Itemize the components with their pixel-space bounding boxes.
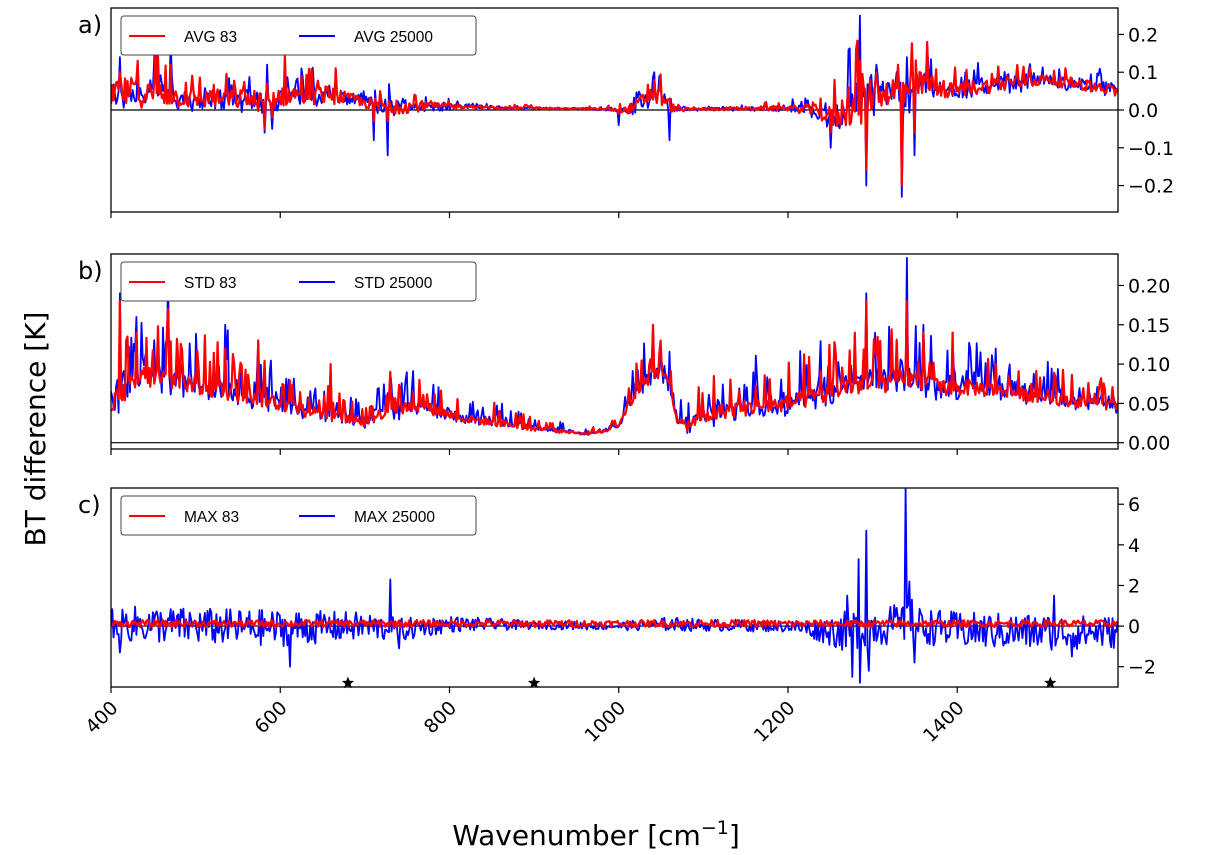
y-tick-label: −2 [1128, 657, 1156, 679]
x-axis-title-main: Wavenumber [cm [452, 819, 701, 852]
panel-label: c) [78, 491, 101, 519]
panel-label: a) [78, 11, 102, 39]
axes-frame [110, 487, 1119, 688]
x-tick-label: 1400 [919, 697, 969, 747]
y-tick-label: 4 [1128, 535, 1140, 557]
x-axis: 400 600 800 1000 1200 1400 [81, 697, 968, 747]
y-tick-label: 0.20 [1128, 275, 1170, 297]
panel-label: b) [78, 257, 103, 285]
x-tick-label: 1200 [750, 697, 800, 747]
x-axis-title: Wavenumber [cm−1] [452, 817, 740, 852]
series-line-blue [111, 257, 1118, 436]
panel-2: 0.20 0.15 0.10 0.05 0.00 b) STD 83 STD 25000 [78, 253, 1170, 455]
series-line-blue [111, 488, 1118, 684]
legend-label: AVG 25000 [354, 29, 433, 46]
y-tick-label: 2 [1128, 575, 1140, 597]
series-line-red [111, 300, 1118, 436]
legend-box [120, 15, 477, 56]
legend: AVG 83 AVG 25000 [120, 15, 477, 56]
panels-group: 0.20.10.0−0.1−0.2a) AVG 83 AVG 250000.200.… [78, 7, 1174, 693]
y-tick-label: 6 [1128, 494, 1140, 516]
y-tick-label: 0.10 [1128, 354, 1170, 376]
y-tick-label: 0.05 [1128, 393, 1170, 415]
x-axis-title-end: ] [729, 819, 740, 852]
legend-label: STD 25000 [354, 275, 433, 292]
legend-box [120, 495, 477, 536]
series-line-red [111, 619, 1118, 629]
legend-label: MAX 83 [184, 509, 239, 526]
x-tick-label: 600 [251, 697, 292, 738]
panel-3: 6 4 2 0 −2 c) MAX 83 MAX 25000 [78, 487, 1156, 693]
legend: MAX 83 MAX 25000 [120, 495, 477, 536]
x-tick-label: 1000 [580, 697, 630, 747]
y-tick-label: −0.2 [1128, 176, 1174, 198]
panel-1: 0.2 0.1 0.0 −0.1 −0.2 a) AVG 83 AVG 25000 [78, 7, 1174, 218]
y-tick-label: 0.0 [1128, 100, 1158, 122]
y-tick-label: 0 [1128, 616, 1140, 638]
star-marker [1044, 676, 1057, 689]
legend-label: AVG 83 [184, 29, 237, 46]
x-axis-title-exponent: −1 [701, 817, 729, 839]
legend-label: STD 83 [184, 275, 237, 292]
legend-box [120, 261, 477, 302]
y-tick-label: 0.2 [1128, 24, 1158, 46]
y-tick-label: 0.00 [1128, 433, 1170, 455]
axes-frame [110, 253, 1119, 450]
y-tick-label: 0.1 [1128, 62, 1158, 84]
star-marker [527, 676, 541, 689]
star-marker [341, 676, 355, 689]
series-line-red [111, 39, 1118, 187]
y-axis-title: BT difference [K] [19, 312, 52, 547]
x-tick-label: 400 [81, 697, 122, 738]
y-tick-label: 0.15 [1128, 315, 1170, 337]
x-tick-label: 800 [420, 697, 461, 738]
legend: STD 83 STD 25000 [120, 261, 477, 302]
legend-label: MAX 25000 [354, 509, 435, 526]
y-tick-label: −0.1 [1128, 138, 1174, 160]
